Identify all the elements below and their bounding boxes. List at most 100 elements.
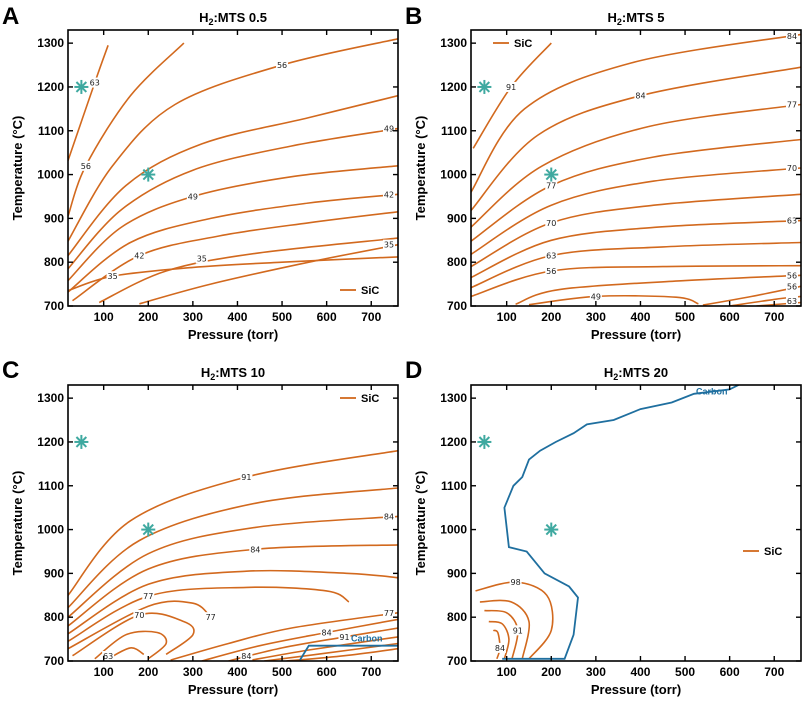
- title-subscript: 2: [208, 17, 213, 27]
- contour-line: [170, 612, 398, 661]
- contour-label: 77: [384, 609, 394, 618]
- contour-label: 35: [384, 241, 394, 250]
- y-tick-label: 1300: [37, 36, 64, 50]
- legend-label: SiC: [764, 546, 782, 558]
- contour-label-bg: [786, 163, 798, 173]
- contour-label: 63: [546, 252, 556, 261]
- contour-label-bg: [240, 651, 253, 661]
- panel-letter-c: C: [2, 357, 19, 384]
- x-tick-label: 100: [94, 310, 114, 324]
- y-tick-label: 800: [447, 610, 467, 624]
- panel-title-c: H2:MTS 10: [201, 365, 265, 382]
- contour-label: 84: [635, 92, 645, 101]
- contour-line: [471, 66, 801, 212]
- x-tick-label: 400: [630, 665, 650, 679]
- contour-line: [492, 629, 501, 660]
- contour-label-bg: [133, 250, 146, 261]
- axes-frame: [470, 384, 802, 662]
- panel-c: C H2:MTS 10 91 84 84 77 77 70 63 77 84 91 84 Carbon 1…: [2, 357, 399, 697]
- contour-line: [472, 42, 552, 149]
- asterisk-marker: [544, 522, 559, 537]
- contour-label: 56: [787, 282, 797, 291]
- contour-label: 35: [108, 272, 118, 281]
- asterisk-marker: [141, 522, 156, 537]
- contour-line: [68, 127, 398, 270]
- y-tick-label: 1000: [37, 168, 64, 182]
- title-subscript: 2: [617, 17, 622, 27]
- contour-label: 35: [197, 255, 207, 264]
- contour-label-bg: [79, 160, 92, 171]
- contour-label-bg: [545, 180, 558, 191]
- title-suffix: :MTS 20: [618, 365, 668, 380]
- contour-line: [68, 487, 398, 609]
- contour-label: 77: [546, 182, 556, 191]
- x-tick-label: 500: [272, 665, 292, 679]
- contour-label-bg: [383, 189, 395, 200]
- y-tick-label: 700: [447, 654, 467, 668]
- contour-line: [471, 241, 801, 289]
- y-axis-label: Temperature (°C): [10, 116, 25, 221]
- contour-label: 84: [322, 629, 332, 638]
- contour-label-bg: [383, 607, 395, 618]
- contour-label-bg: [589, 291, 602, 302]
- contour-label-bg: [545, 250, 558, 261]
- y-tick-label: 1300: [440, 391, 467, 405]
- contour-label-bg: [545, 217, 558, 228]
- x-tick-label: 100: [497, 310, 517, 324]
- y-tick-label: 900: [44, 566, 64, 580]
- contour-label: 84: [495, 644, 505, 653]
- y-axis-label: Temperature (°C): [413, 471, 428, 576]
- contour-label: 84: [250, 545, 260, 554]
- asterisk-marker: [74, 79, 89, 94]
- y-tick-label: 1100: [38, 124, 64, 138]
- x-tick-label: 300: [586, 665, 606, 679]
- contour-label-bg: [786, 215, 798, 226]
- panel-title-d: H2:MTS 20: [604, 365, 668, 382]
- contour-line: [68, 193, 398, 293]
- asterisk-marker: [74, 434, 89, 449]
- y-tick-label: 1000: [440, 168, 467, 182]
- contour-label-bg: [786, 31, 798, 41]
- contour-line: [515, 274, 801, 305]
- contour-label: 42: [134, 252, 144, 261]
- contour-label: 91: [513, 626, 523, 635]
- contour-label-bg: [106, 271, 119, 282]
- contour-label: 84: [384, 512, 394, 521]
- contour-line: [471, 138, 801, 242]
- contour-label: 63: [787, 217, 797, 226]
- contour-line: [471, 219, 801, 279]
- y-tick-label: 800: [44, 610, 64, 624]
- contour-label: 56: [546, 267, 556, 276]
- y-tick-label: 1100: [441, 479, 467, 493]
- x-tick-label: 600: [317, 665, 337, 679]
- x-tick-label: 400: [227, 665, 247, 679]
- contour-label-bg: [102, 651, 115, 661]
- contour-label-bg: [505, 81, 518, 92]
- contour-line: [68, 515, 398, 618]
- contour-label: 63: [90, 79, 100, 88]
- y-tick-label: 700: [447, 299, 467, 313]
- y-tick-label: 1200: [37, 80, 64, 94]
- contour-line: [475, 581, 554, 660]
- x-tick-label: 500: [675, 665, 695, 679]
- plot-area-d: 98 91 84 Carbon: [475, 385, 739, 660]
- x-tick-label: 600: [720, 665, 740, 679]
- y-tick-label: 1300: [440, 36, 467, 50]
- x-tick-label: 400: [227, 310, 247, 324]
- contour-label: 77: [787, 100, 797, 109]
- contour-label: 63: [103, 652, 113, 661]
- x-tick-label: 200: [138, 310, 158, 324]
- legend-d: SiC: [743, 546, 782, 558]
- contour-line: [286, 647, 398, 661]
- x-tick-label: 300: [586, 310, 606, 324]
- y-axis-label: Temperature (°C): [413, 116, 428, 221]
- contour-label: 56: [81, 162, 91, 171]
- contour-label: 63: [787, 297, 797, 306]
- legend-a: SiC: [340, 285, 379, 297]
- x-tick-label: 300: [183, 665, 203, 679]
- x-tick-label: 700: [361, 310, 381, 324]
- y-tick-label: 700: [44, 299, 64, 313]
- contour-line: [479, 599, 531, 659]
- contour-label: 77: [143, 592, 153, 601]
